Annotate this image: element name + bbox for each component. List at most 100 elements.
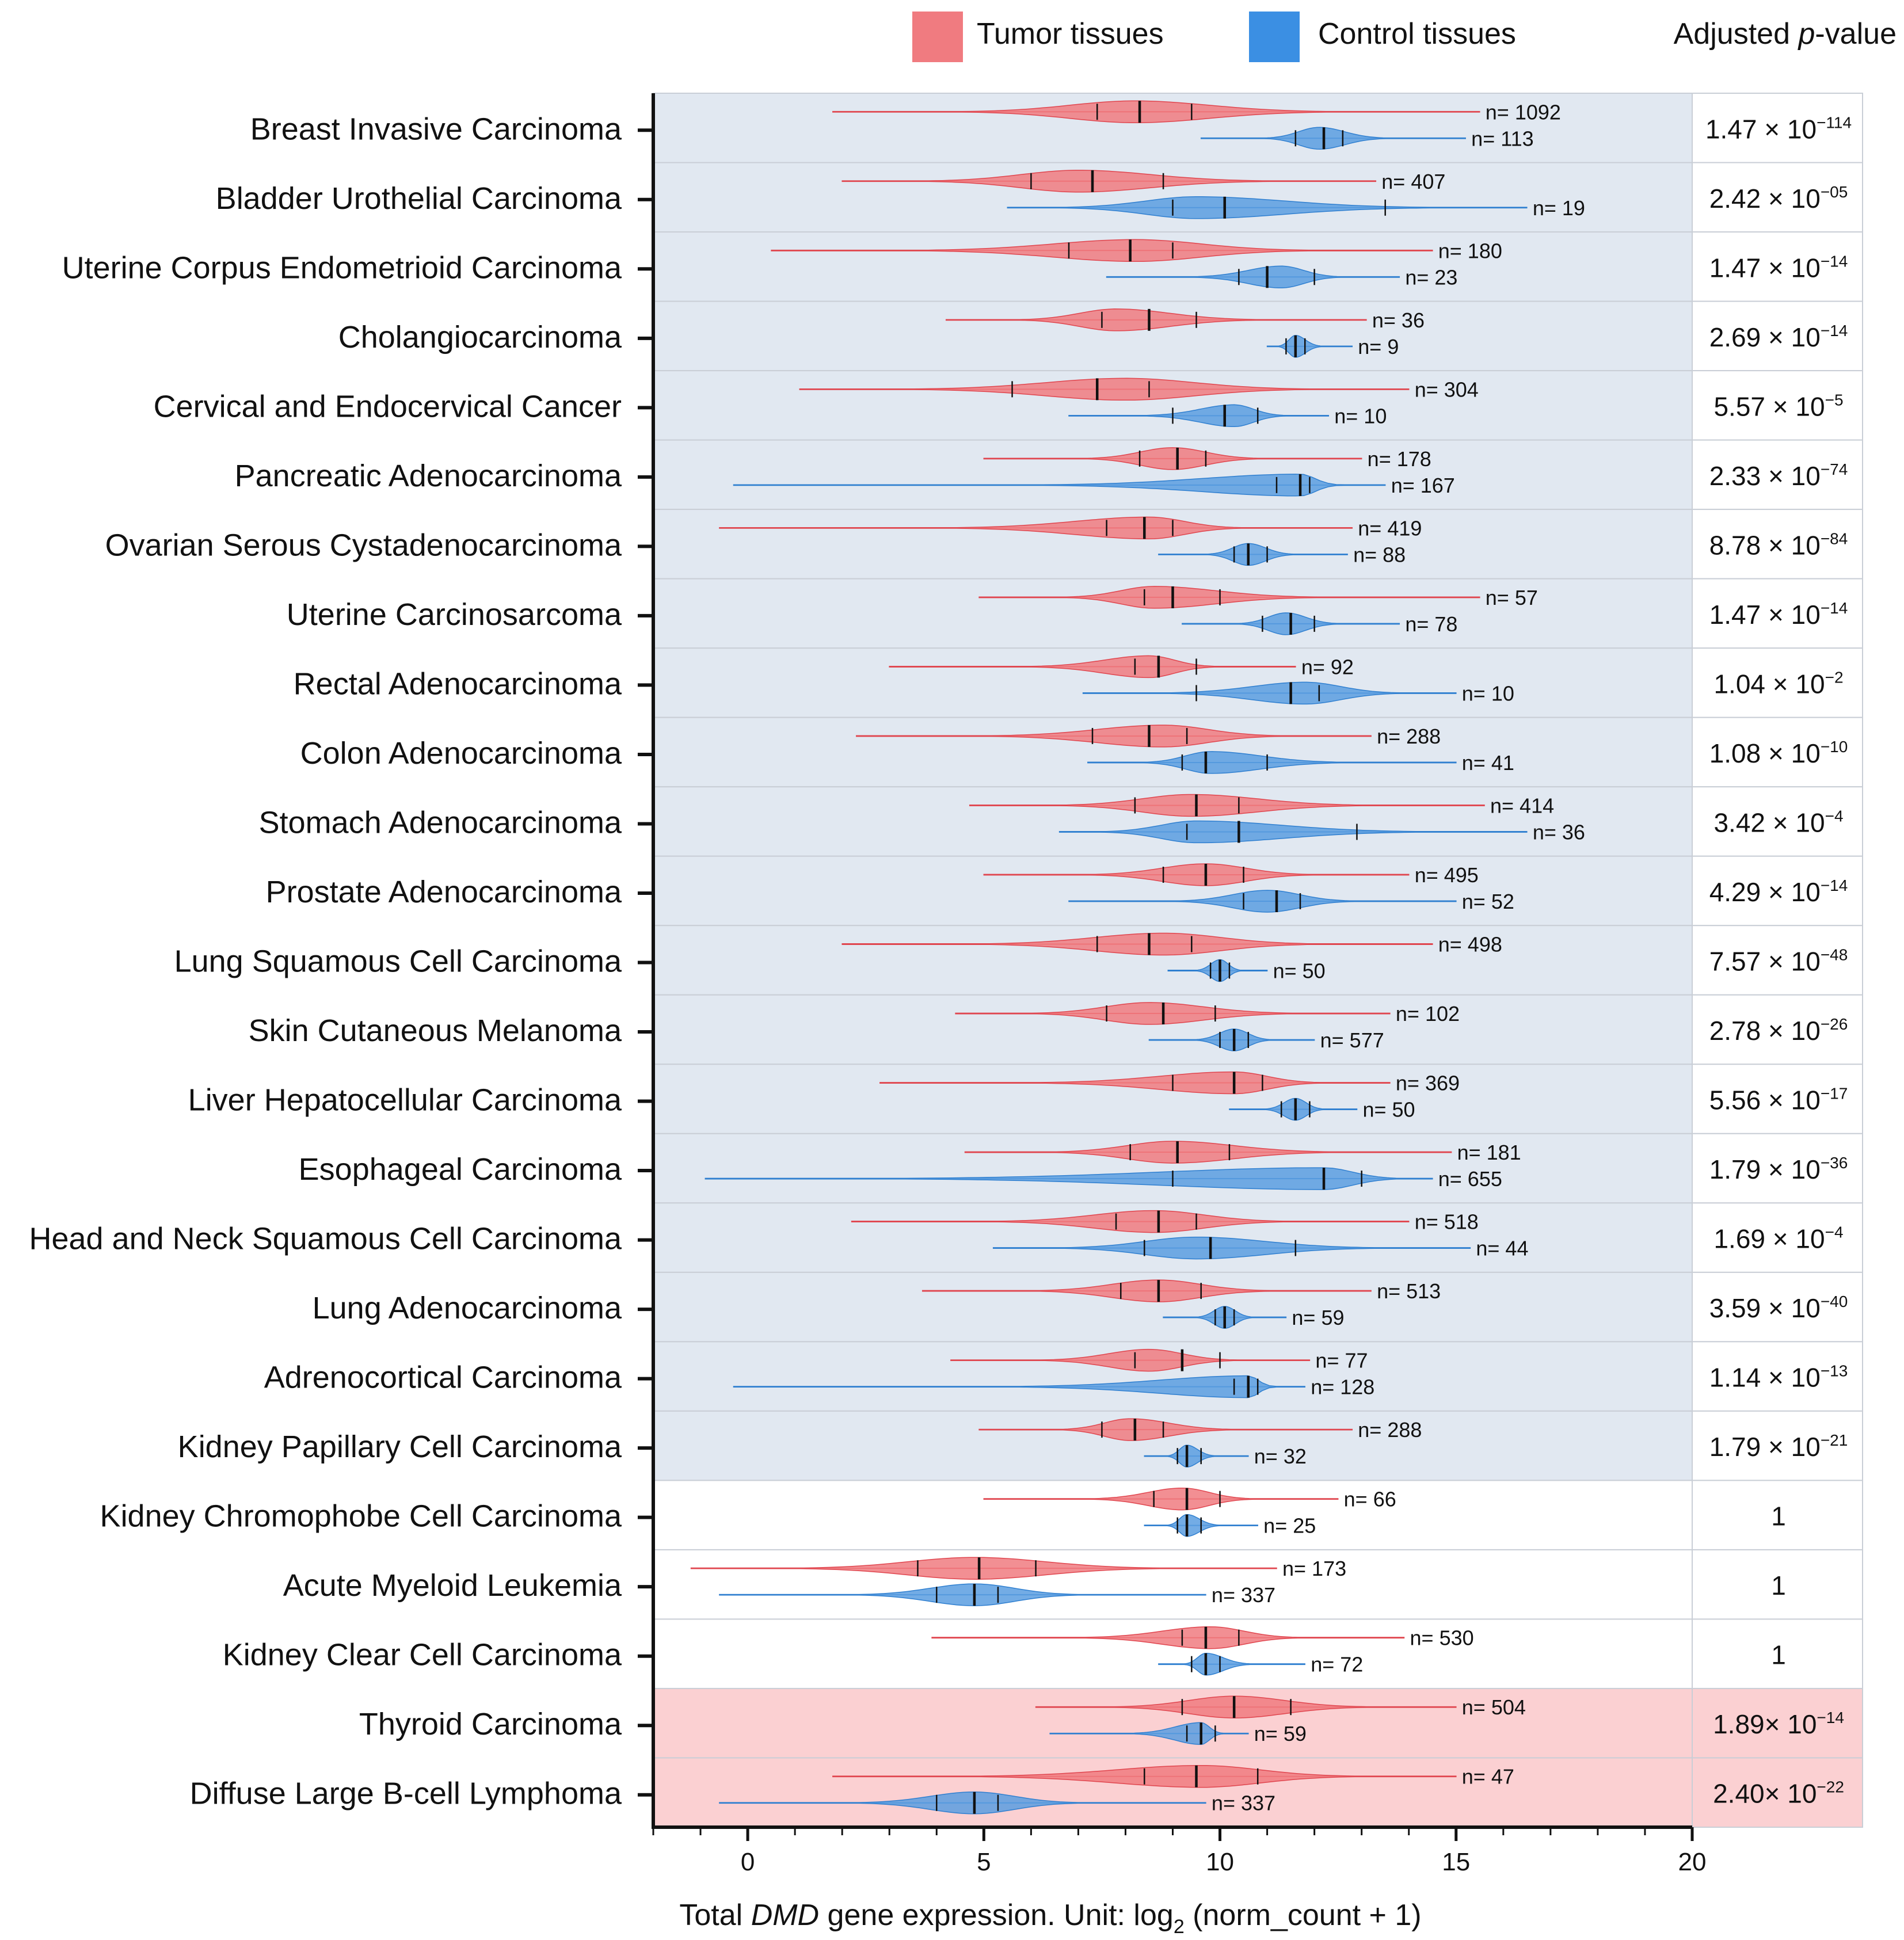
- category-label: Adrenocortical Carcinoma: [264, 1360, 622, 1395]
- legend-tumor-swatch: [912, 12, 963, 62]
- tumor-violin: n= 1092: [832, 100, 1561, 124]
- x-tick-label: 20: [1678, 1848, 1707, 1876]
- control-violin: n= 36: [1058, 820, 1585, 844]
- control-n-label: n= 9: [1358, 335, 1399, 359]
- tumor-violin-body: [889, 655, 1296, 679]
- tumor-n-label: n= 92: [1301, 655, 1354, 679]
- control-violin-body: [1148, 1028, 1315, 1051]
- tumor-violin: n= 181: [964, 1141, 1521, 1164]
- control-n-label: n= 50: [1362, 1098, 1415, 1122]
- pvalue-text: 2.78 × 10−26: [1709, 1015, 1848, 1046]
- control-n-label: n= 78: [1405, 612, 1457, 636]
- tumor-violin-body: [969, 794, 1485, 817]
- pvalue-cell: [1692, 855, 1863, 927]
- control-violin-body: [733, 474, 1386, 497]
- category-label: Ovarian Serous Cystadenocarcinoma: [105, 528, 622, 562]
- row-band: [653, 162, 1693, 233]
- control-violin: n= 23: [1106, 265, 1457, 289]
- category-label: Kidney Papillary Cell Carcinoma: [178, 1430, 622, 1464]
- control-violin-body: [1200, 127, 1466, 150]
- control-n-label: n= 167: [1391, 474, 1455, 497]
- tumor-violin-body: [983, 1487, 1339, 1511]
- pvalue-text: 8.78 × 10−84: [1709, 529, 1848, 560]
- category-label: Uterine Carcinosarcoma: [287, 597, 622, 632]
- control-violin: n= 50: [1229, 1098, 1415, 1122]
- control-n-label: n= 72: [1311, 1653, 1363, 1676]
- tumor-n-label: n= 36: [1372, 308, 1425, 332]
- tumor-violin-body: [771, 239, 1433, 262]
- pvalue-cell: [1692, 1271, 1863, 1343]
- tumor-violin-body: [841, 170, 1377, 193]
- tumor-violin: n= 178: [983, 447, 1431, 471]
- control-n-label: n= 32: [1254, 1444, 1307, 1468]
- category-label: Bladder Urothelial Carcinoma: [216, 181, 622, 216]
- control-n-label: n= 577: [1320, 1028, 1384, 1052]
- pvalue-text: 1.14 × 10−13: [1709, 1362, 1848, 1393]
- tumor-violin-body: [931, 1626, 1405, 1649]
- pvalue-cell: [1692, 1341, 1863, 1412]
- tumor-n-label: n= 181: [1457, 1141, 1521, 1164]
- tumor-violin: n= 288: [856, 725, 1441, 748]
- pvalue-cell: [1692, 1064, 1863, 1134]
- pvalue-text: 3.42 × 10−4: [1713, 807, 1843, 837]
- control-violin: n= 72: [1158, 1653, 1363, 1676]
- tumor-n-label: n= 288: [1358, 1418, 1422, 1442]
- control-violin: n= 78: [1182, 612, 1457, 636]
- control-n-label: n= 59: [1292, 1306, 1344, 1329]
- legend-tumor-label: Tumor tissues: [977, 17, 1164, 51]
- pvalue-text: 2.42 × 10−05: [1709, 183, 1848, 214]
- control-n-label: n= 655: [1438, 1167, 1502, 1191]
- control-violin: n= 337: [719, 1583, 1275, 1607]
- tumor-violin-body: [841, 932, 1433, 956]
- control-violin-body: [1007, 196, 1528, 219]
- category-label: Uterine Corpus Endometrioid Carcinoma: [62, 250, 622, 285]
- category-label: Diffuse Large B-cell Lymphoma: [190, 1777, 622, 1811]
- tumor-violin-body: [832, 100, 1480, 123]
- row-band: [653, 1133, 1693, 1204]
- tumor-violin: n= 102: [955, 1002, 1460, 1026]
- pvalue-header: Adjusted p-value: [1674, 17, 1897, 51]
- tumor-n-label: n= 102: [1396, 1002, 1460, 1026]
- control-violin: n= 44: [992, 1237, 1528, 1260]
- tumor-violin-body: [978, 1418, 1353, 1441]
- control-violin: n= 25: [1144, 1514, 1316, 1538]
- x-tick-label: 15: [1442, 1848, 1470, 1876]
- tumor-violin-body: [856, 725, 1372, 748]
- control-violin-body: [1167, 959, 1268, 982]
- tumor-violin: n= 77: [950, 1349, 1368, 1373]
- control-violin: n= 577: [1148, 1028, 1384, 1052]
- tumor-violin-body: [799, 378, 1410, 401]
- tumor-n-label: n= 495: [1415, 863, 1479, 887]
- control-n-label: n= 23: [1405, 265, 1457, 289]
- tumor-violin-body: [719, 516, 1353, 540]
- tumor-violin: n= 414: [969, 794, 1554, 817]
- pvalue-text: 1: [1771, 1571, 1786, 1600]
- pvalue-text: 1.69 × 10−4: [1713, 1224, 1843, 1254]
- legend-control-swatch: [1249, 12, 1300, 62]
- category-labels: Breast Invasive Carcinoma Bladder Urothel…: [29, 112, 653, 1811]
- tumor-violin: n= 304: [799, 378, 1479, 401]
- control-n-label: n= 337: [1212, 1583, 1275, 1607]
- control-violin-body: [1158, 543, 1348, 566]
- tumor-violin: n= 173: [690, 1557, 1346, 1580]
- pvalue-text: 1.47 × 10−14: [1709, 599, 1848, 630]
- pvalue-cell: [1692, 925, 1863, 996]
- tumor-n-label: n= 414: [1490, 794, 1554, 817]
- pvalue-text: 2.69 × 10−14: [1709, 322, 1848, 352]
- tumor-n-label: n= 1092: [1486, 100, 1561, 124]
- tumor-violin-body: [955, 1002, 1391, 1025]
- tumor-violin: n= 495: [983, 863, 1479, 887]
- control-violin-body: [1229, 1097, 1358, 1121]
- category-label: Acute Myeloid Leukemia: [283, 1568, 622, 1603]
- pvalue-cell: [1692, 300, 1863, 372]
- category-label: Stomach Adenocarcinoma: [259, 805, 622, 840]
- control-violin: n= 655: [705, 1167, 1502, 1191]
- control-violin: n= 10: [1082, 681, 1514, 705]
- tumor-violin: n= 513: [921, 1279, 1441, 1303]
- pvalue-cell: [1692, 1480, 1863, 1550]
- row-band: [653, 300, 1693, 372]
- category-label: Head and Neck Squamous Cell Carcinoma: [29, 1222, 622, 1256]
- category-label: Prostate Adenocarcinoma: [266, 875, 622, 909]
- category-label: Rectal Adenocarcinoma: [294, 666, 622, 701]
